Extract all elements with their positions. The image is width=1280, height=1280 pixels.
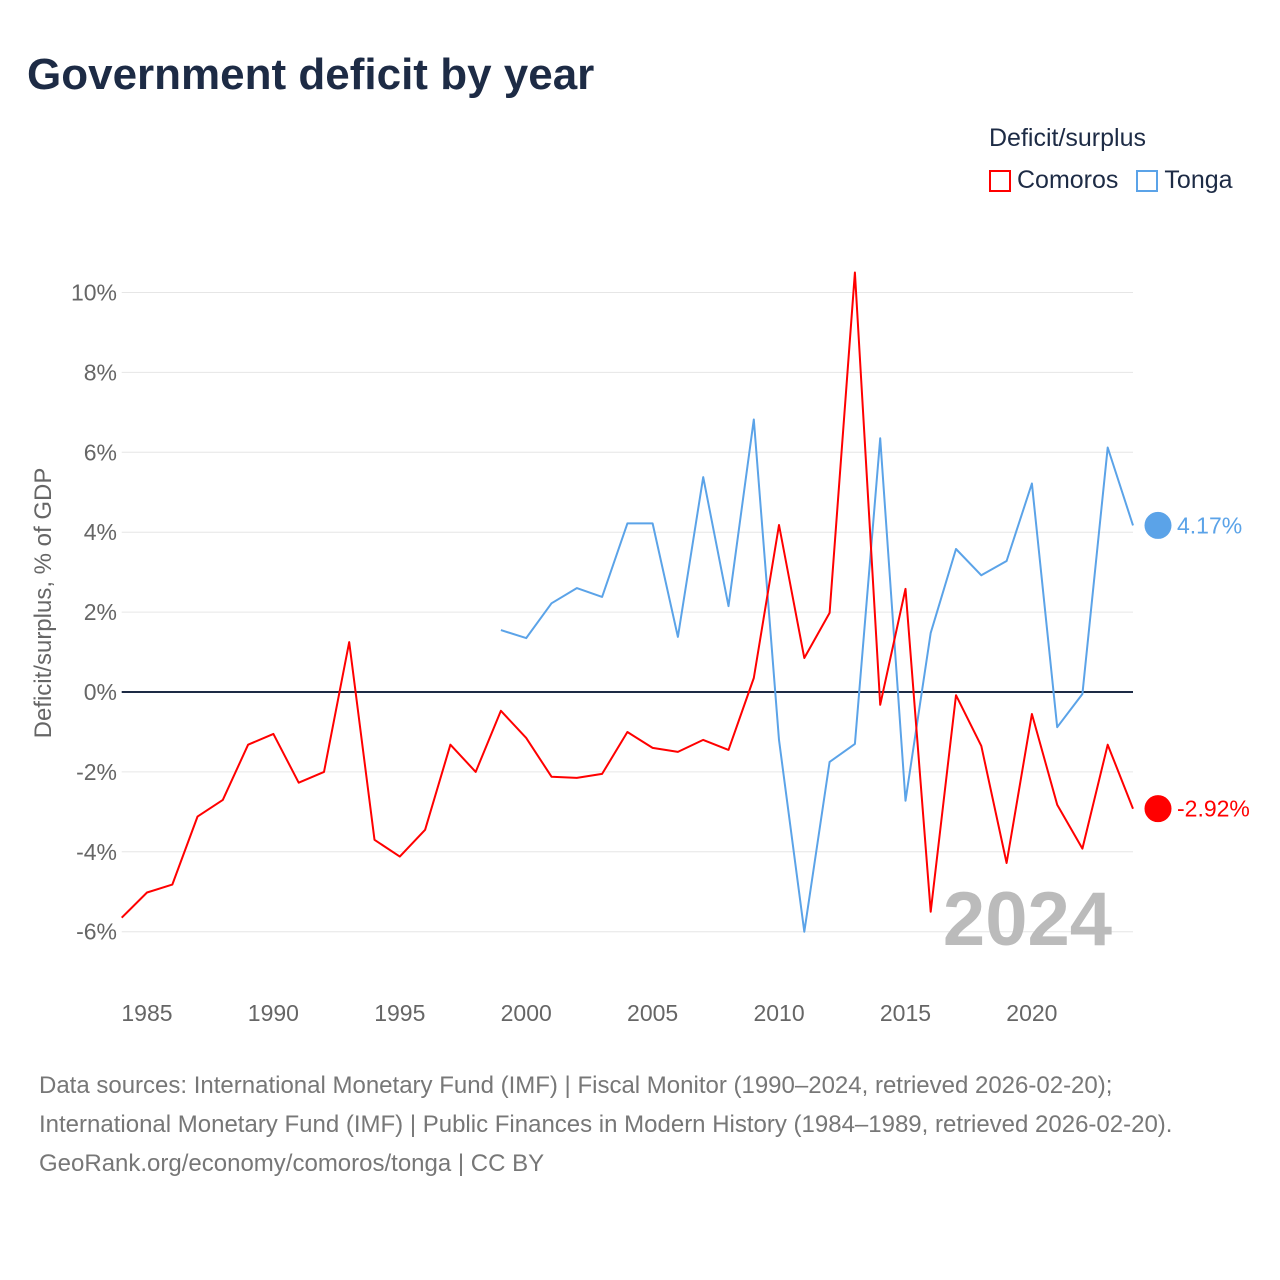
y-tick-label: -2% bbox=[76, 759, 117, 785]
credit: GeoRank.org/economy/comoros/tonga | CC B… bbox=[39, 1150, 545, 1177]
x-tick-label: 2020 bbox=[1006, 1000, 1057, 1026]
y-tick-label: 10% bbox=[71, 280, 117, 306]
x-tick-label: 1995 bbox=[374, 1000, 425, 1026]
legend-item-tonga[interactable]: Tonga bbox=[1136, 166, 1233, 195]
x-tick-label: 2015 bbox=[880, 1000, 931, 1026]
legend-swatch bbox=[1136, 169, 1159, 192]
flag-marker-tonga bbox=[1143, 510, 1173, 540]
y-tick-label: 8% bbox=[84, 359, 117, 385]
legend-label: Comoros bbox=[1017, 166, 1119, 194]
x-tick-label: 1985 bbox=[121, 1000, 172, 1026]
data-sources: Data sources: International Monetary Fun… bbox=[39, 1072, 1173, 1138]
x-tick-label: 1990 bbox=[248, 1000, 299, 1026]
series-line-comoros bbox=[120, 271, 1134, 919]
y-axis-label: Deficit/surplus, % of GDP bbox=[30, 468, 57, 739]
end-label-tonga: 4.17% bbox=[1177, 512, 1242, 538]
legend-swatch bbox=[989, 169, 1011, 192]
y-tick-label: 2% bbox=[84, 599, 117, 625]
flag-marker-comoros bbox=[1143, 794, 1173, 824]
end-label-comoros: -2.92% bbox=[1177, 796, 1250, 822]
x-tick-label: 2000 bbox=[501, 1000, 552, 1026]
legend-title: Deficit/surplus bbox=[989, 124, 1146, 152]
chart-title: Government deficit by year bbox=[27, 50, 595, 99]
x-tick-label: 2005 bbox=[627, 1000, 678, 1026]
year-watermark: 2024 bbox=[943, 877, 1112, 962]
x-tick-label: 2010 bbox=[753, 1000, 804, 1026]
series-line-tonga bbox=[500, 418, 1134, 933]
footer: Data sources: International Monetary Fun… bbox=[39, 1066, 1239, 1183]
y-tick-label: 6% bbox=[84, 439, 117, 465]
legend-label: Tonga bbox=[1164, 166, 1233, 194]
legend-item-comoros[interactable]: Comoros bbox=[989, 166, 1118, 195]
y-tick-label: 4% bbox=[84, 519, 117, 545]
legend: Comoros Tonga bbox=[989, 166, 1233, 195]
y-tick-label: -6% bbox=[76, 919, 117, 945]
y-tick-label: -4% bbox=[76, 839, 117, 865]
y-tick-label: 0% bbox=[84, 679, 117, 705]
